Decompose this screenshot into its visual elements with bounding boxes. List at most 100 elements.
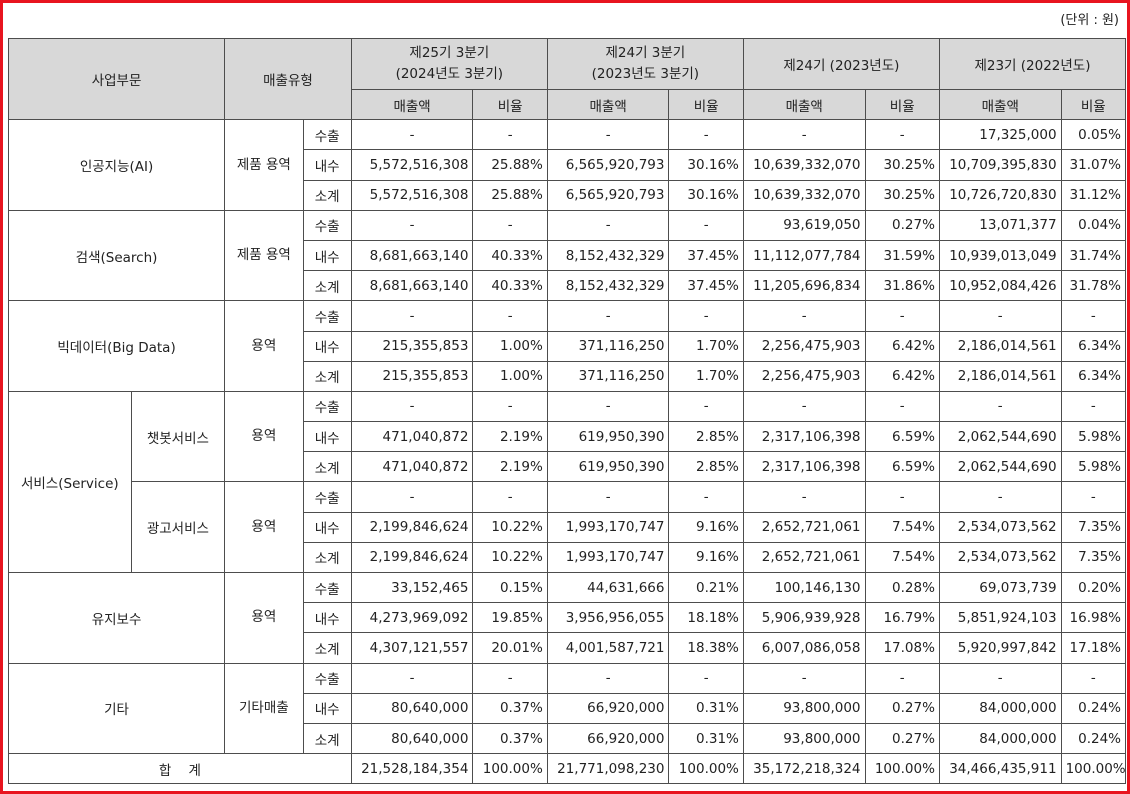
ratio-cell: 0.24%	[1060, 722, 1127, 755]
ratio-cell: 5.98%	[1060, 451, 1127, 483]
ratio-cell: 40.33%	[472, 239, 548, 272]
ratio-cell: 6.34%	[1060, 330, 1127, 362]
row-kind: 내수	[302, 421, 352, 453]
sales-type: 기타매출	[224, 662, 304, 755]
amount-cell: 8,152,432,329	[546, 270, 670, 302]
row-kind: 내수	[302, 602, 352, 634]
table-row: 내수 471,040,872 2.19% 619,950,390 2.85% 2,317,…	[9, 421, 1127, 453]
amount-cell: 93,800,000	[742, 692, 866, 724]
ratio-cell: 2.19%	[472, 451, 548, 483]
amount-cell: -	[546, 209, 670, 241]
ratio-cell: 31.86%	[864, 270, 940, 302]
amount-cell: 371,116,250	[546, 330, 670, 362]
ratio-cell: -	[472, 119, 548, 151]
ratio-cell: 6.59%	[864, 421, 940, 453]
table-row: 소계 2,199,846,624 10.22% 1,993,170,747 9.16% 2…	[9, 541, 1127, 574]
ratio-cell: -	[472, 662, 548, 694]
division-name: 인공지능(AI)	[7, 119, 226, 211]
amount-cell: 10,709,395,830	[938, 149, 1062, 181]
table-row: 내수 2,199,846,624 10.22% 1,993,170,747 9.16% 2…	[9, 511, 1127, 543]
amount-cell: 8,681,663,140	[350, 239, 474, 272]
ratio-cell: 0.31%	[668, 722, 744, 755]
ratio-cell: 0.37%	[472, 722, 548, 755]
ratio-cell: 1.70%	[668, 330, 744, 362]
row-kind: 내수	[302, 692, 352, 724]
amount-cell: 69,073,739	[938, 571, 1062, 604]
ratio-cell: -	[668, 119, 744, 151]
ratio-cell: 30.25%	[864, 149, 940, 181]
header-period: 제25기 3분기 (2024년도 3분기)	[350, 38, 548, 90]
ratio-cell: 25.88%	[472, 179, 548, 211]
ratio-cell: 30.16%	[668, 149, 744, 181]
amount-cell: -	[350, 300, 474, 332]
amount-cell: 471,040,872	[350, 421, 474, 453]
table-row: 서비스(Service) 챗봇서비스 용역 수출 - - - - - - - -	[8, 390, 1127, 574]
total-row: 합 계 21,528,184,354 100.00% 21,771,098,230 10…	[8, 753, 1127, 785]
sales-table: 사업부문 매출유형 제25기 3분기 (2024년도 3분기) 제24기 3분기(…	[7, 37, 1127, 785]
division-name: 유지보수	[7, 572, 226, 664]
table-row: 소계 471,040,872 2.19% 619,950,390 2.85% 2,317,…	[9, 451, 1127, 483]
total-ratio-cell: 100.00%	[668, 753, 744, 785]
row-kind: 내수	[302, 330, 352, 362]
row-kind: 수출	[302, 119, 352, 151]
amount-cell: -	[742, 300, 866, 332]
header-period: 제24기 3분기 (2023년도 3분기)	[546, 38, 744, 90]
ratio-cell: 37.45%	[668, 270, 744, 302]
row-kind: 수출	[302, 209, 352, 241]
ratio-cell: 16.98%	[1060, 602, 1127, 634]
amount-cell: 2,652,721,061	[742, 541, 866, 574]
ratio-cell: 0.27%	[864, 692, 940, 724]
amount-cell: 4,307,121,557	[350, 632, 474, 664]
row-kind: 소계	[302, 722, 352, 755]
header-period: 제24기 (2023년도)	[742, 38, 940, 90]
header-ratio: 비율	[864, 88, 940, 121]
sales-type: 제품 용역	[224, 209, 304, 302]
row-kind: 수출	[302, 662, 352, 694]
ratio-cell: 30.25%	[864, 179, 940, 211]
amount-cell: 6,007,086,058	[742, 632, 866, 664]
table-row: 검색(Search) 제품 용역 수출 - - - -93,619,050 0.27% 13,0…	[7, 209, 1127, 302]
ratio-cell: 31.12%	[1060, 179, 1127, 211]
amount-cell: 619,950,390	[546, 451, 670, 483]
table-row: 내수 215,355,853 1.00% 371,116,250 1.70% 2,256,…	[9, 330, 1127, 362]
ratio-cell: 31.78%	[1060, 270, 1127, 302]
row-kind: 소계	[302, 179, 352, 211]
amount-cell: 2,534,073,562	[938, 541, 1062, 574]
sales-type: 제품 용역	[224, 119, 304, 211]
amount-cell: -	[742, 119, 866, 151]
total-amount-cell: 35,172,218,324	[742, 753, 866, 785]
table-row: 소계 215,355,853 1.00% 371,116,250 1.70% 2,256,…	[9, 360, 1127, 392]
ratio-cell: -	[864, 390, 940, 423]
amount-cell: 10,639,332,070	[742, 149, 866, 181]
amount-cell: -	[938, 481, 1062, 513]
row-kind: 수출	[302, 571, 352, 604]
amount-cell: -	[350, 209, 474, 241]
amount-cell: 10,939,013,049	[938, 239, 1062, 272]
amount-cell: 215,355,853	[350, 360, 474, 392]
total-amount-cell: 34,466,435,911	[938, 753, 1062, 785]
amount-cell: 5,851,924,103	[938, 602, 1062, 634]
ratio-cell: 0.20%	[1060, 571, 1127, 604]
ratio-cell: 6.42%	[864, 360, 940, 392]
header-division: 사업부문	[7, 37, 226, 121]
ratio-cell: 1.00%	[472, 330, 548, 362]
ratio-cell: 31.07%	[1060, 149, 1127, 181]
row-kind: 소계	[302, 541, 352, 574]
ratio-cell: 7.35%	[1060, 541, 1127, 574]
ratio-cell: -	[668, 481, 744, 513]
amount-cell: 5,920,997,842	[938, 632, 1062, 664]
ratio-cell: 0.31%	[668, 692, 744, 724]
table-row: 광고서비스 용역 수출 - - - - - - - -	[9, 481, 1127, 573]
ratio-cell: -	[1060, 662, 1127, 694]
amount-cell: 215,355,853	[350, 330, 474, 362]
amount-cell: 2,256,475,903	[742, 360, 866, 392]
sub-division-name: 챗봇서비스	[130, 390, 226, 483]
ratio-cell: 7.35%	[1060, 511, 1127, 543]
ratio-cell: 0.04%	[1060, 209, 1127, 241]
ratio-cell: -	[668, 300, 744, 332]
amount-cell: 2,062,544,690	[938, 421, 1062, 453]
ratio-cell: 10.22%	[472, 511, 548, 543]
sales-type: 용역	[224, 572, 304, 664]
ratio-cell: -	[668, 390, 744, 423]
